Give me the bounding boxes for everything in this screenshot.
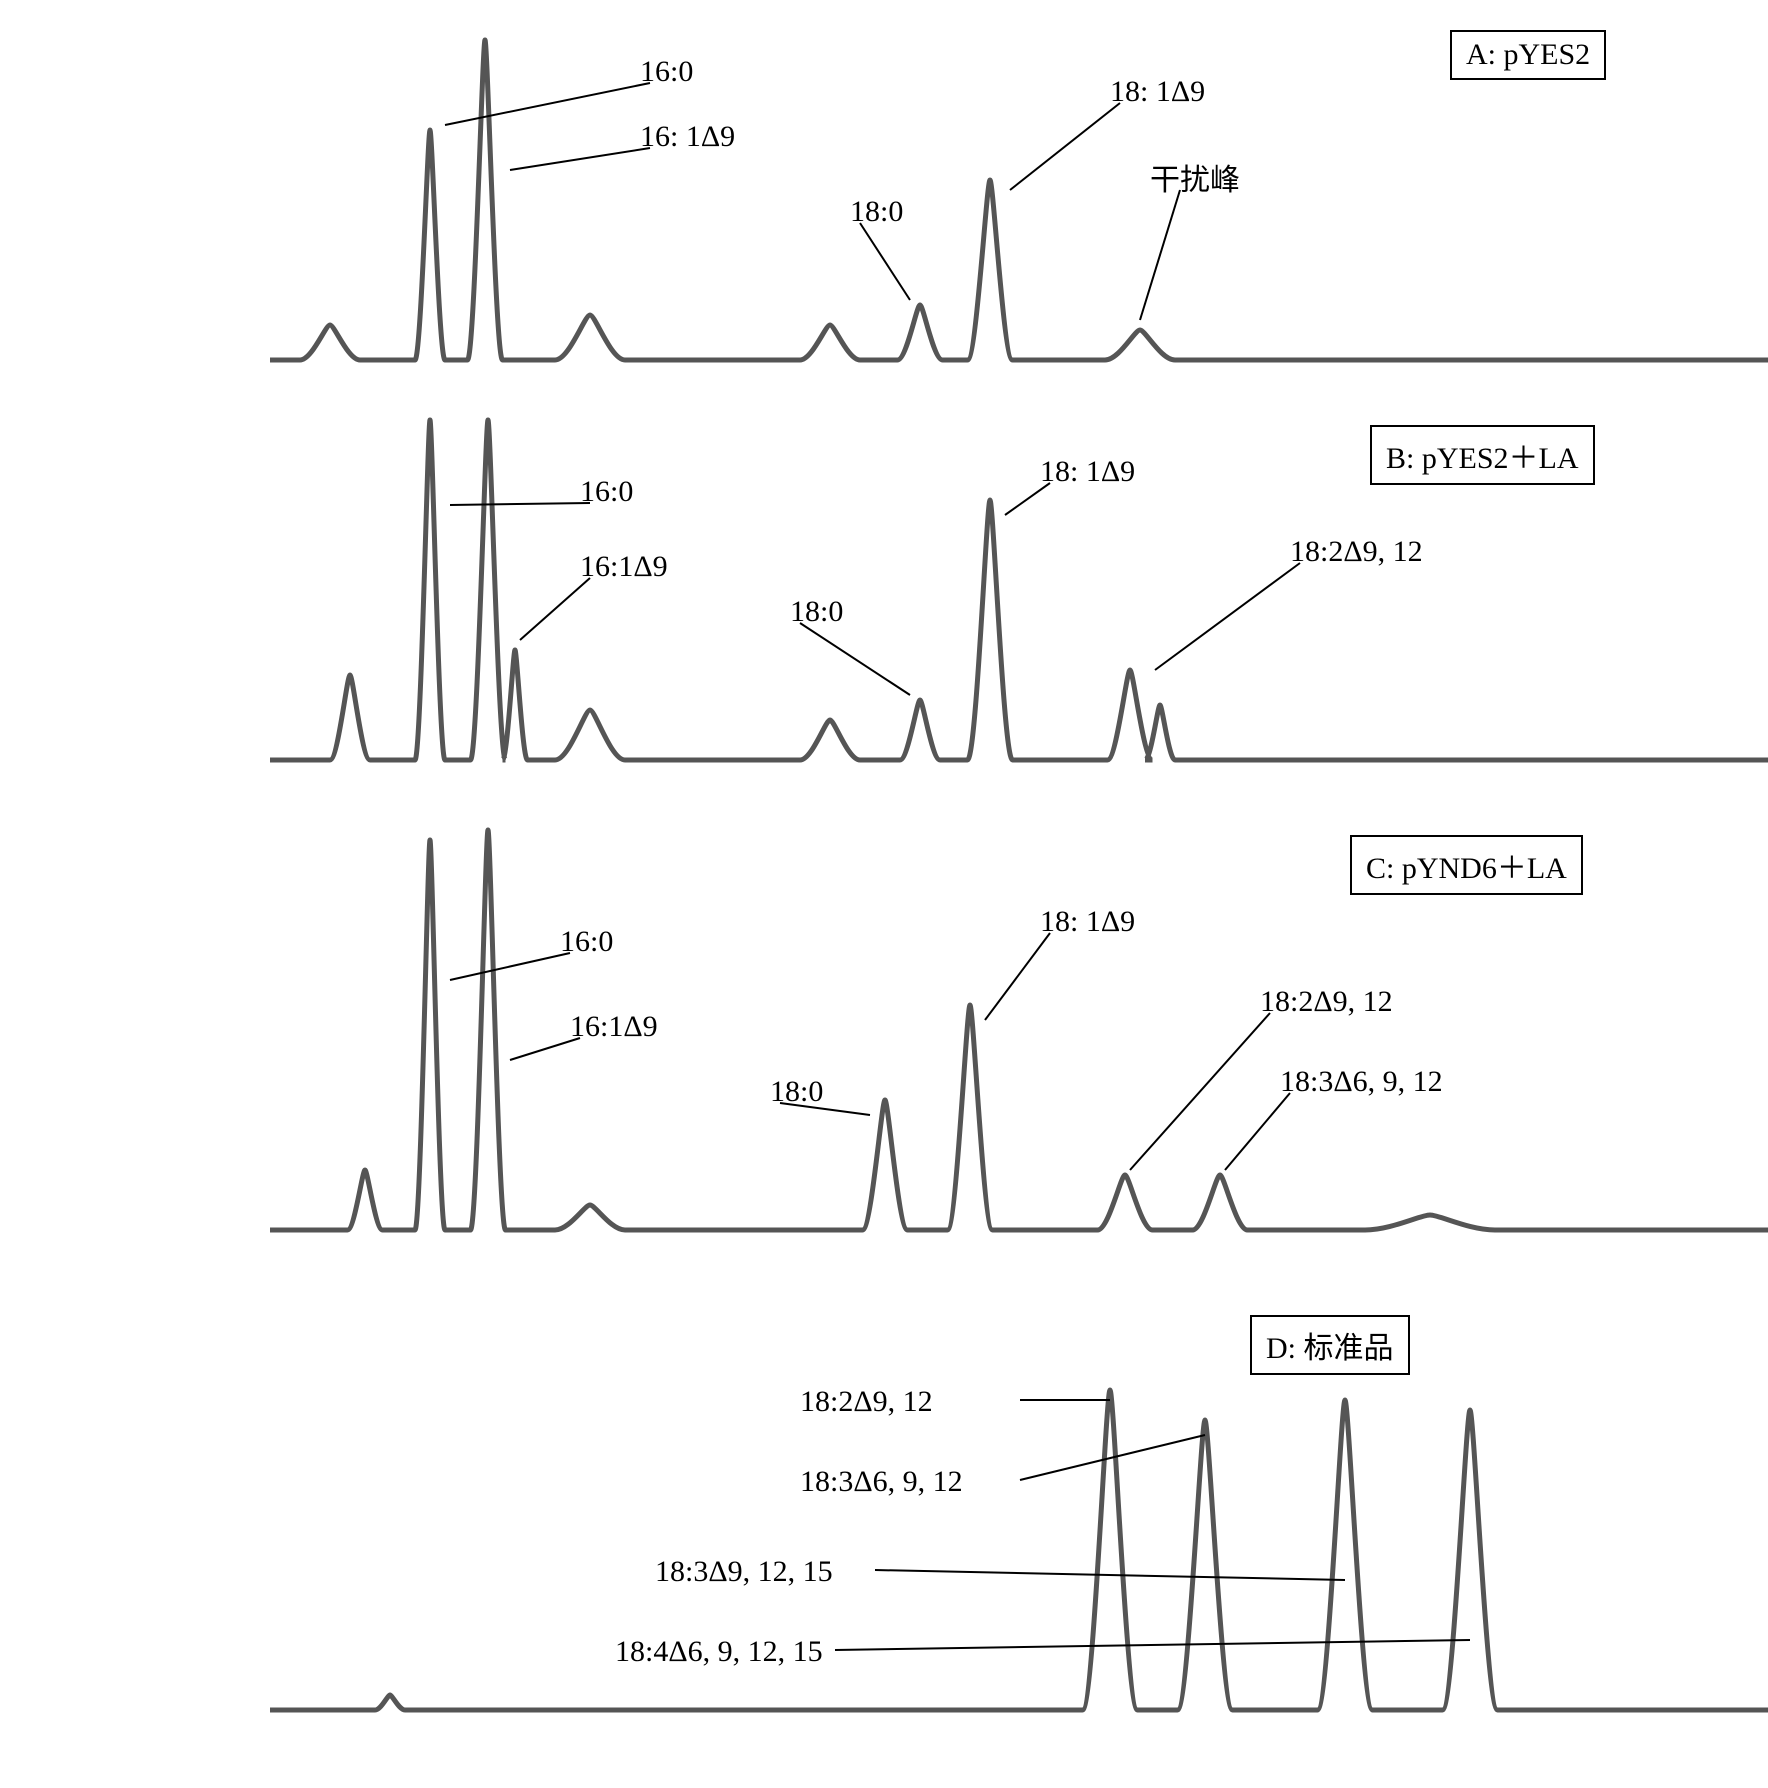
leader-line (445, 83, 650, 125)
peak-label: 18: 1Δ9 (1040, 905, 1135, 939)
leader-line (835, 1640, 1470, 1650)
leader-line (1225, 1093, 1290, 1170)
peak-label: 16:0 (580, 475, 633, 509)
leader-line (1140, 190, 1180, 320)
peak-label: 18: 1Δ9 (1110, 75, 1205, 109)
legend-D: D: 标准品 (1250, 1315, 1410, 1375)
peak-label: 18:3Δ9, 12, 15 (655, 1555, 833, 1589)
panel-D: D: 标准品 18:2Δ9, 12 18:3Δ6, 9, 12 18:3Δ9, 12,… (270, 1290, 1768, 1730)
leader-line (1155, 563, 1300, 670)
leader-line (510, 148, 650, 170)
leader-line (800, 623, 910, 695)
trace-D (270, 1390, 1768, 1710)
leader-line (1010, 103, 1120, 190)
legend-C: C: pYND6＋LA (1350, 835, 1583, 895)
peak-label: 18:4Δ6, 9, 12, 15 (615, 1635, 823, 1669)
peak-label: 18:0 (790, 595, 843, 629)
leader-line (450, 503, 590, 505)
leader-line (1130, 1013, 1270, 1170)
peak-label: 干扰峰 (1150, 155, 1240, 199)
peak-label: 16:0 (560, 925, 613, 959)
panel-B: B: pYES2＋LA 16:0 16:1Δ9 18:0 18: 1Δ9 18:2Δ9, … (270, 400, 1768, 780)
panel-A: A: pYES2 16:0 16: 1Δ9 18:0 18: 1Δ9 干扰峰 (270, 20, 1768, 380)
leader-line (450, 953, 570, 980)
leader-line (520, 578, 590, 640)
peak-label: 18: 1Δ9 (1040, 455, 1135, 489)
peak-label: 16: 1Δ9 (640, 120, 735, 154)
peak-label: 16:0 (640, 55, 693, 89)
peak-label: 18:2Δ9, 12 (1260, 985, 1393, 1019)
chromatogram-D (270, 1290, 1768, 1730)
leader-line (985, 933, 1050, 1020)
leader-line (875, 1570, 1345, 1580)
legend-B: B: pYES2＋LA (1370, 425, 1595, 485)
peak-label: 18:3Δ6, 9, 12 (800, 1465, 963, 1499)
peak-label: 18:3Δ6, 9, 12 (1280, 1065, 1443, 1099)
chromatogram-figure: A: pYES2 16:0 16: 1Δ9 18:0 18: 1Δ9 干扰峰 B: pYES… (20, 20, 1768, 1768)
panel-C: C: pYND6＋LA 16:0 16:1Δ9 18:0 18: 1Δ9 18:2Δ9, … (270, 810, 1768, 1250)
peak-label: 16:1Δ9 (570, 1010, 658, 1044)
peak-label: 18:0 (850, 195, 903, 229)
leader-line (860, 223, 910, 300)
peak-label: 18:2Δ9, 12 (1290, 535, 1423, 569)
peak-label: 16:1Δ9 (580, 550, 668, 584)
peak-label: 18:2Δ9, 12 (800, 1385, 933, 1419)
peak-label: 18:0 (770, 1075, 823, 1109)
trace-A (270, 40, 1768, 360)
legend-A: A: pYES2 (1450, 30, 1606, 80)
